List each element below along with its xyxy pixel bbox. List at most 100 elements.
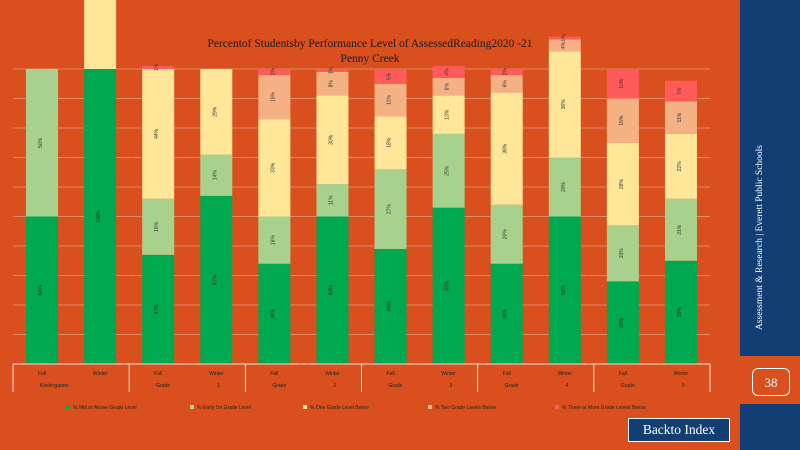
legend-swatch: [190, 405, 194, 409]
group-number: 1: [217, 383, 220, 389]
data-label: 21%: [677, 224, 683, 235]
sidebar-panel: [740, 0, 800, 356]
bar-segment: [200, 195, 233, 364]
data-label: 28%: [619, 178, 625, 189]
data-label: 18%: [387, 137, 393, 148]
bar-segment: [258, 263, 291, 364]
group-number: 2: [333, 383, 336, 389]
bar-segment: [664, 198, 697, 261]
group-number: 5: [682, 383, 685, 389]
bar-segment: [258, 216, 291, 264]
data-label: 11%: [387, 95, 393, 105]
bar-segment: [316, 69, 349, 72]
data-label: 16%: [270, 235, 276, 246]
data-label: 19%: [154, 221, 160, 232]
bar-segment: [258, 74, 291, 120]
data-label: 20%: [503, 229, 509, 240]
category-label: Fall: [270, 371, 278, 377]
bar-segment: [142, 66, 175, 69]
bar-segment: [374, 83, 407, 117]
bar-segment: [316, 184, 349, 217]
bar-segment: [316, 216, 349, 364]
bar-segment: [142, 69, 175, 199]
data-label: 44%: [154, 128, 160, 139]
bar-segment: [606, 281, 639, 364]
group-label: Grade: [156, 383, 170, 389]
data-label: 4%: [445, 68, 451, 76]
category-label: Winter: [674, 371, 689, 377]
bar-segment: [432, 207, 465, 364]
legend-swatch: [66, 405, 70, 409]
bar-segment: [374, 169, 407, 249]
data-label: 5%: [387, 72, 393, 80]
bar-segment: [606, 98, 639, 143]
footer-strip: [740, 404, 800, 450]
bar-segment: [606, 142, 639, 226]
sidebar-title: Assessment & Research | Everett Public S…: [755, 144, 765, 330]
data-label: 38%: [503, 143, 509, 154]
page-number: 38: [752, 368, 790, 396]
data-label: 2%: [503, 68, 509, 76]
category-label: Winter: [93, 371, 108, 377]
data-label: 10%: [619, 78, 625, 89]
chart-title: Percentof Studentsby Performance Level o…: [207, 38, 532, 50]
bar-segment: [84, 69, 117, 364]
data-label: 57%: [212, 274, 218, 285]
data-label: 6%: [503, 80, 509, 88]
legend-label: % Two Grade Levels Below: [435, 405, 496, 411]
bar-segment: [316, 71, 349, 96]
data-label: 30%: [328, 134, 334, 145]
group-number: 3: [450, 383, 453, 389]
data-label: 100%: [96, 210, 102, 223]
data-label: 29%: [212, 106, 218, 117]
group-label: Grade: [272, 383, 286, 389]
bar-segment: [258, 119, 291, 217]
data-label: 6%: [445, 83, 451, 91]
bar-segment: [664, 133, 697, 199]
bar-segment: [142, 254, 175, 364]
data-label: 1%: [154, 63, 160, 71]
bar-segment: [606, 225, 639, 282]
category-label: Winter: [325, 371, 340, 377]
legend-label: % One Grade Level Below: [310, 405, 369, 411]
category-label: Fall: [387, 371, 395, 377]
data-label: 39%: [387, 301, 393, 312]
data-label: 20%: [561, 181, 567, 192]
group-label: Grade: [505, 383, 519, 389]
legend-label: % Mid or Above Grade Level: [73, 405, 137, 411]
data-label: 36%: [561, 99, 567, 110]
category-label: Winter: [558, 371, 573, 377]
data-label: 11%: [328, 195, 334, 205]
data-label: 8%: [328, 80, 334, 88]
bar-segment: [26, 216, 59, 364]
bar-segment: [432, 133, 465, 208]
bar-segment: [490, 263, 523, 364]
category-label: Fall: [154, 371, 162, 377]
data-label: 22%: [677, 161, 683, 172]
legend-label: % Early On Grade Level: [197, 405, 251, 411]
bar-segment: [664, 101, 697, 134]
data-label: 15%: [270, 91, 276, 102]
bar-segment: [374, 248, 407, 364]
chart: Percentof Studentsby Performance Level o…: [12, 0, 711, 411]
bar-segment: [26, 69, 59, 217]
data-label: 1%: [328, 66, 334, 74]
bar-segment: [432, 95, 465, 134]
data-label: 28%: [619, 317, 625, 328]
category-label: Winter: [441, 371, 456, 377]
bar-segment: [490, 204, 523, 264]
bar-segment: [432, 66, 465, 78]
bar-segment: [490, 74, 523, 93]
data-label: 15%: [619, 115, 625, 126]
data-label: 37%: [154, 304, 160, 315]
data-label: 50%: [561, 285, 567, 296]
legend-swatch: [555, 405, 559, 409]
data-label: 14%: [212, 170, 218, 181]
data-label: 27%: [387, 204, 393, 215]
legend: % Mid or Above Grade Level % Early On Gra…: [66, 405, 646, 411]
back-to-index-button[interactable]: Backto Index: [628, 418, 730, 442]
bar-segment: [432, 77, 465, 96]
legend-swatch: [428, 405, 432, 409]
page-number-band: [740, 356, 800, 404]
bar-segment: [374, 116, 407, 170]
